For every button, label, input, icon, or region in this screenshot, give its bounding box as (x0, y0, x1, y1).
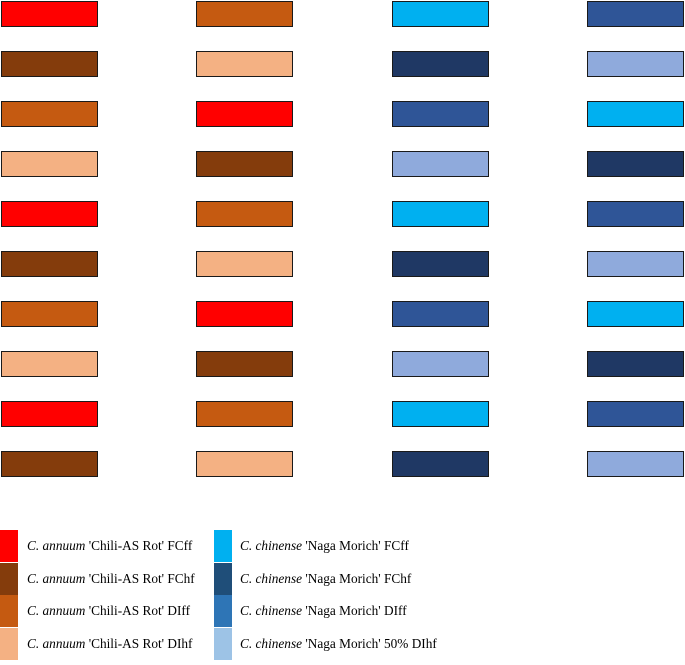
legend-cultivar-treatment: 'Chili-AS Rot' DIff (85, 603, 191, 618)
legend-label: C. annuum 'Chili-AS Rot' DIhf (27, 636, 192, 652)
legend-species: C. annuum (27, 635, 86, 651)
legend-label: C. annuum 'Chili-AS Rot' FChf (27, 571, 195, 587)
color-tile (587, 251, 684, 277)
color-tile (392, 51, 489, 77)
color-tile (587, 101, 684, 127)
legend-swatch (0, 595, 18, 627)
legend-label: C. chinense 'Naga Morich' 50% DIhf (240, 636, 437, 652)
color-tile (1, 401, 98, 427)
color-tile (392, 151, 489, 177)
color-tile (587, 301, 684, 327)
color-tile (587, 401, 684, 427)
legend-swatch (0, 562, 18, 595)
legend-species: C. annuum (27, 570, 86, 586)
color-tile (196, 301, 293, 327)
legend-species: C. chinense (240, 603, 303, 618)
legend-species: C. chinense (240, 570, 303, 586)
color-tile (196, 101, 293, 127)
legend-label: C. chinense 'Naga Morich' FChf (240, 571, 411, 587)
legend-swatch (0, 530, 18, 562)
color-tile (196, 1, 293, 27)
color-tile (196, 151, 293, 177)
legend-swatch (214, 562, 232, 595)
legend-cultivar-treatment: 'Chili-AS Rot' FChf (85, 570, 195, 586)
color-tile (1, 351, 98, 377)
color-tile (196, 401, 293, 427)
color-tile (196, 51, 293, 77)
color-tile (392, 401, 489, 427)
color-tile (587, 351, 684, 377)
legend-label: C. chinense 'Naga Morich' FCff (240, 538, 409, 554)
color-tile (392, 351, 489, 377)
color-tile (392, 1, 489, 27)
color-tile (1, 451, 98, 477)
color-tile (392, 251, 489, 277)
color-tile (1, 151, 98, 177)
color-tile (1, 51, 98, 77)
color-tile (392, 101, 489, 127)
color-tile (1, 251, 98, 277)
color-tile (392, 451, 489, 477)
legend-cultivar-treatment: 'Naga Morich' FChf (302, 570, 412, 586)
legend-label: C. annuum 'Chili-AS Rot' DIff (27, 603, 190, 619)
legend-species: C. annuum (27, 538, 86, 553)
color-tile (587, 151, 684, 177)
legend-species: C. annuum (27, 603, 86, 618)
color-tile (1, 201, 98, 227)
color-tile (196, 201, 293, 227)
legend-swatch (214, 627, 232, 660)
color-tile (1, 1, 98, 27)
color-tile (1, 301, 98, 327)
color-tile (587, 1, 684, 27)
legend-cultivar-treatment: 'Chili-AS Rot' FCff (85, 538, 193, 553)
legend-species: C. chinense (240, 635, 303, 651)
legend-label: C. annuum 'Chili-AS Rot' FCff (27, 538, 192, 554)
legend-cultivar-treatment: 'Chili-AS Rot' DIhf (85, 635, 193, 651)
legend-species: C. chinense (240, 538, 303, 553)
legend-swatch (214, 530, 232, 562)
legend-swatch (0, 627, 18, 660)
legend-cultivar-treatment: 'Naga Morich' FCff (302, 538, 409, 553)
legend-swatch (214, 595, 232, 627)
color-tile (587, 451, 684, 477)
color-tile (392, 301, 489, 327)
color-tile (587, 51, 684, 77)
color-tile (196, 351, 293, 377)
color-tile (392, 201, 489, 227)
legend-cultivar-treatment: 'Naga Morich' 50% DIhf (302, 635, 437, 651)
color-tile (196, 251, 293, 277)
color-tile (196, 451, 293, 477)
color-tile (587, 201, 684, 227)
color-tile (1, 101, 98, 127)
legend-cultivar-treatment: 'Naga Morich' DIff (302, 603, 407, 618)
legend-label: C. chinense 'Naga Morich' DIff (240, 603, 407, 619)
